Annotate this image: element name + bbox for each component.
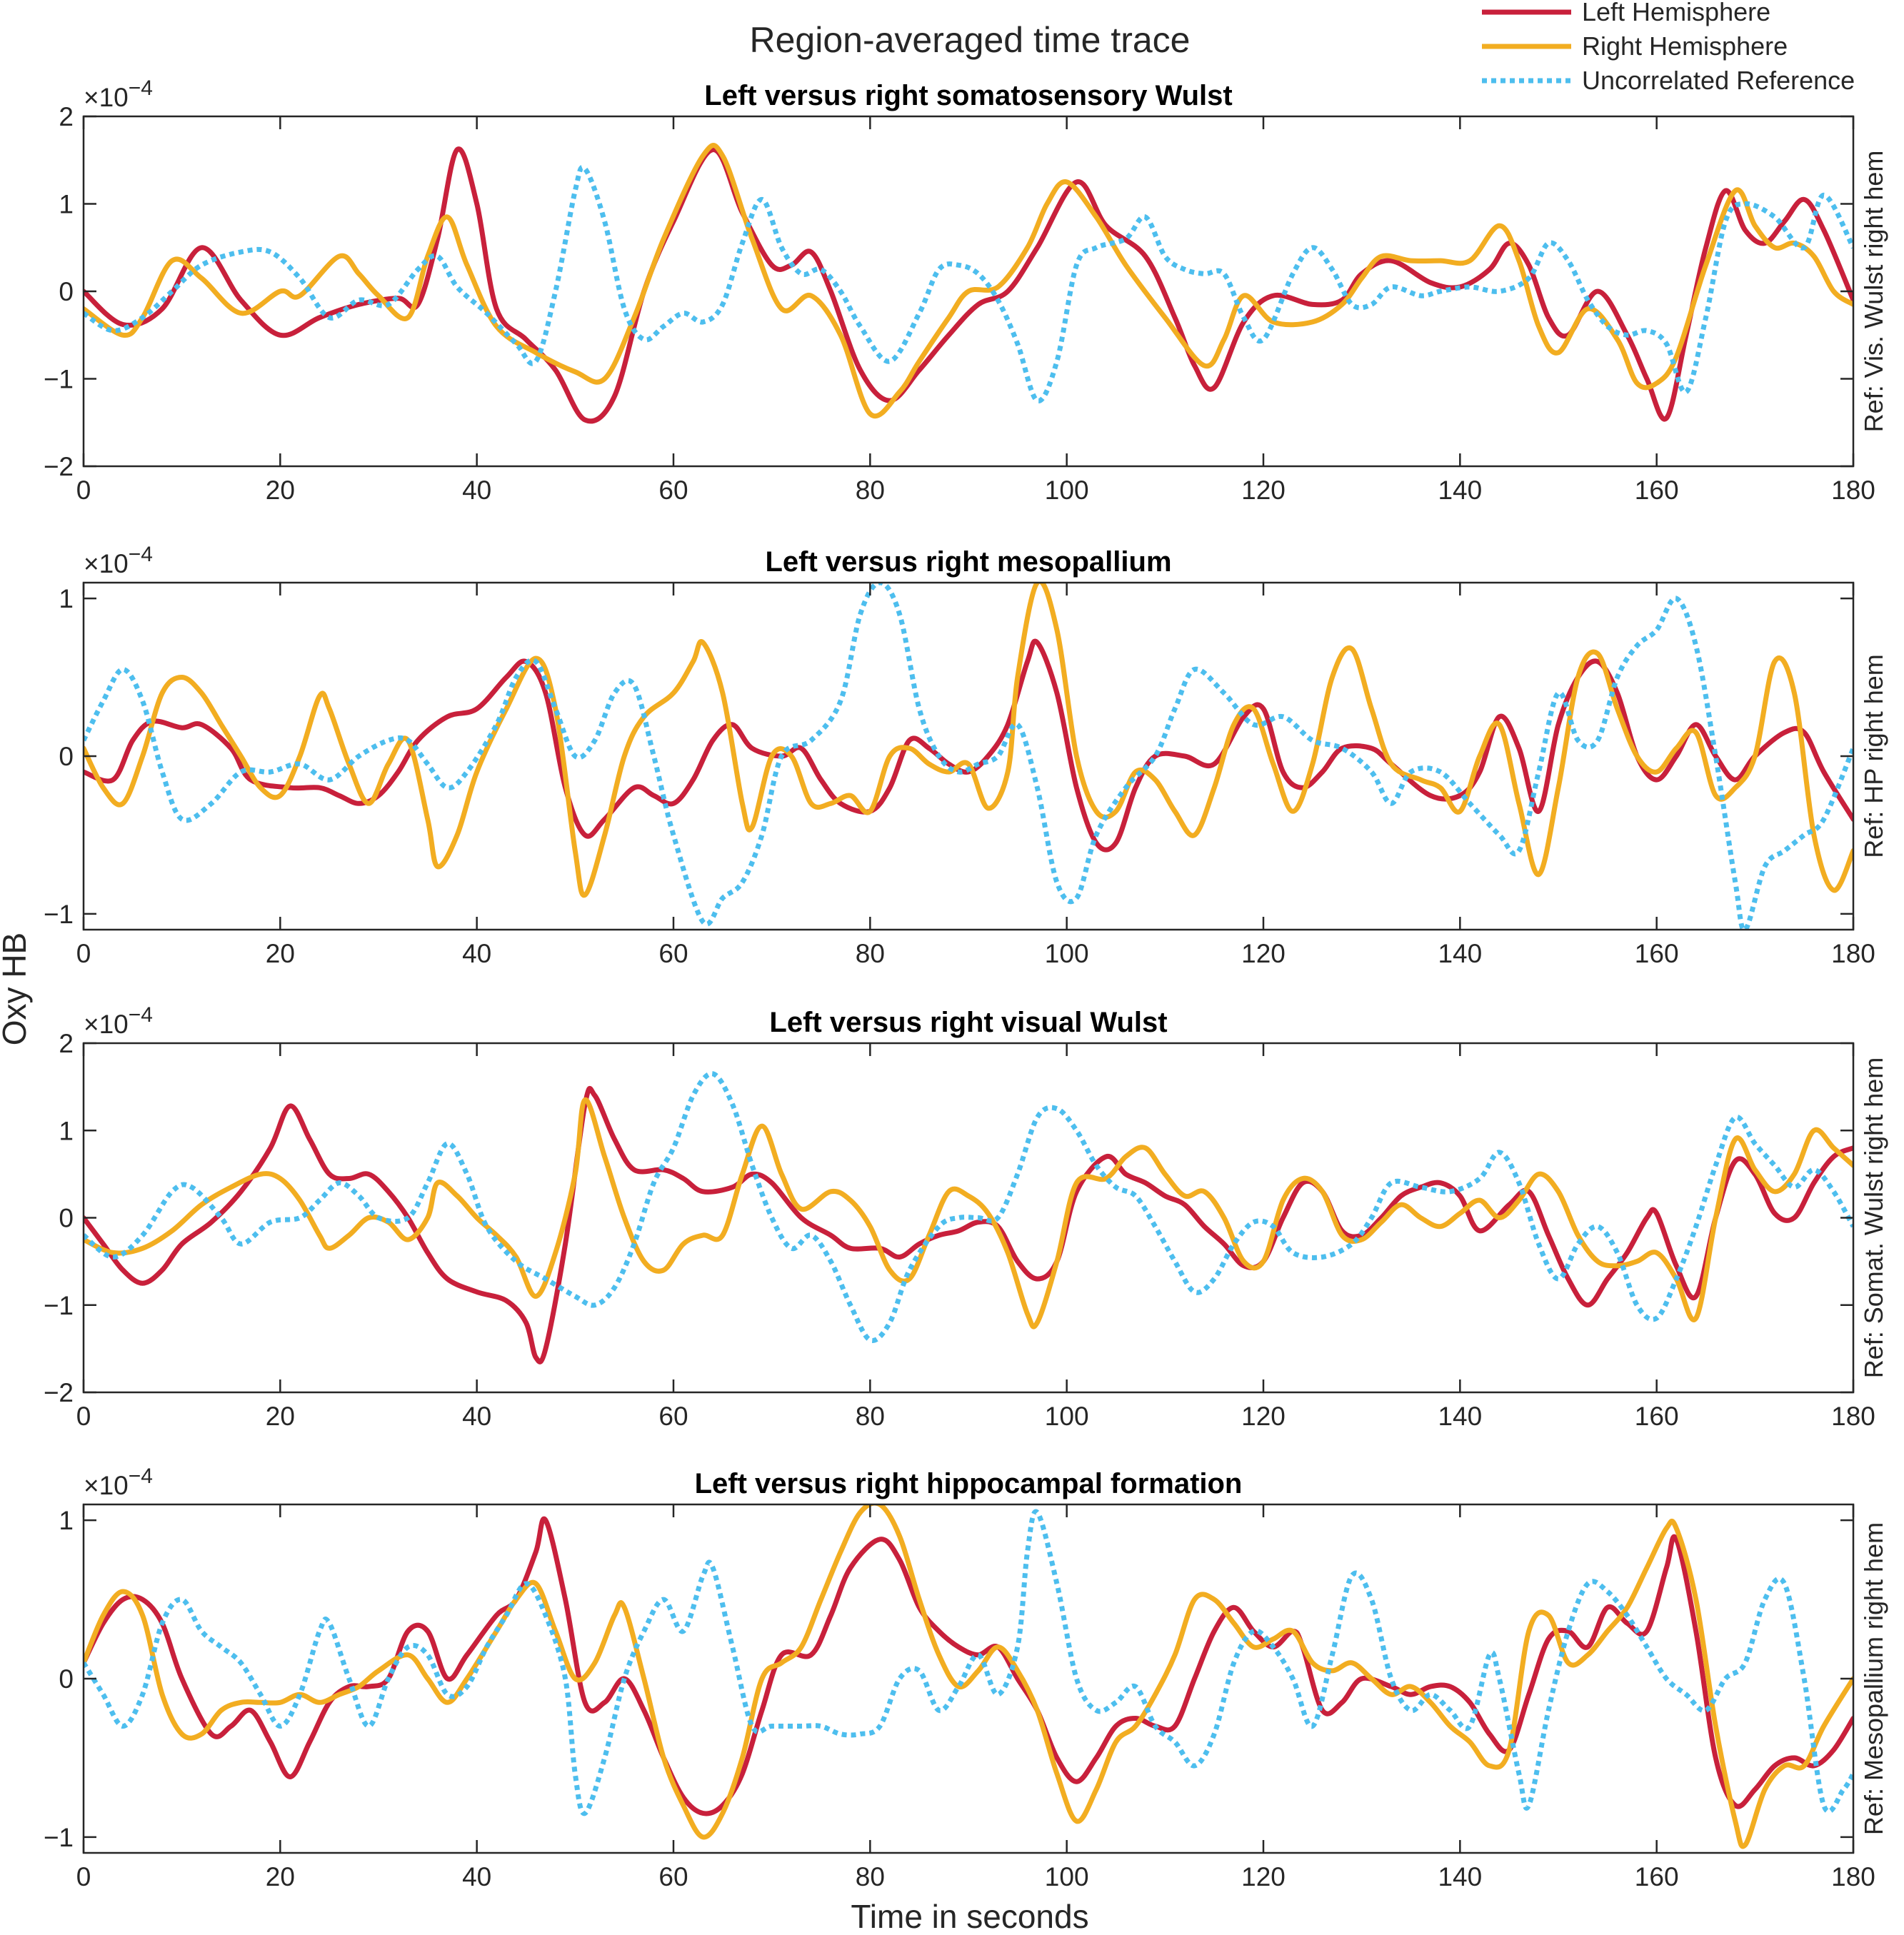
panel-2-scale-exponent: ×10−4 [84,543,153,578]
panel-3-series [84,1071,1853,1364]
panel-3-x-tick-label-180: 180 [1831,1402,1875,1431]
panel-3-x-tick-label-80: 80 [856,1402,885,1431]
panel-4-x-tick-label-60: 60 [658,1862,688,1891]
legend: Left Hemisphere Right Hemisphere Uncorrela… [1482,0,1855,95]
panel-4-x-tick-label-40: 40 [462,1862,491,1891]
legend-label-right-hemisphere: Right Hemisphere [1582,31,1788,61]
panel-1-line-left-hemisphere [84,146,1853,424]
panel-2-y-tick-label--1: −1 [44,900,74,929]
panel-3-line-uncorrelated-reference [84,1071,1853,1343]
panel-2-x-tick-label-20: 20 [266,939,295,968]
panel-3-y-tick-label-0: 0 [59,1204,74,1233]
x-axis-label: Time in seconds [851,1898,1088,1931]
panel-2-x-tick-label-160: 160 [1635,939,1679,968]
panel-4-x-tick-label-20: 20 [266,1862,295,1891]
panel-4-x-tick-label-180: 180 [1831,1862,1875,1891]
panel-3-line-right-hemisphere [84,1097,1853,1330]
panel-2-line-left-hemisphere [84,638,1853,853]
panel-3-scale-exponent: ×10−4 [84,1003,153,1039]
panel-3: 0 20 40 60 80 100 120 140 160 180 −2 −1 0 1 2 ×10−4 Left… [44,1003,1888,1431]
panel-1-y-tick-label--2: −2 [44,452,74,481]
panel-2-x-tick-label-120: 120 [1241,939,1286,968]
panel-2-x-tick-label-0: 0 [76,939,91,968]
panel-2-series [84,583,1853,930]
panel-2: 0 20 40 60 80 100 120 140 160 180−101×10−4 Left ve… [44,543,1888,968]
panel-2-line-right-hemisphere [84,583,1853,898]
panel-1-line-uncorrelated-reference [84,164,1853,403]
panel-1-x-tick-label-40: 40 [462,476,491,505]
panel-4-x-tick-label-80: 80 [856,1862,885,1891]
panel-2-x-tick-label-180: 180 [1831,939,1875,968]
panel-3-x-tick-label-40: 40 [462,1402,491,1431]
panel-1-title: Left versus right somatosensory Wulst [704,80,1232,111]
panel-2-y-tick-label-1: 1 [59,584,74,613]
panel-2-x-tick-label-60: 60 [658,939,688,968]
panel-2-x-tick-label-100: 100 [1045,939,1089,968]
legend-label-uncorrelated-reference: Uncorrelated Reference [1582,66,1855,95]
panel-4-x-tick-label-100: 100 [1045,1862,1089,1891]
panel-4-y-tick-label-1: 1 [59,1506,74,1535]
panel-1-x-tick-label-0: 0 [76,476,91,505]
panel-3-x-tick-label-100: 100 [1045,1402,1089,1431]
panel-1-y-tick-label-1: 1 [59,190,74,219]
panel-3-title: Left versus right visual Wulst [769,1007,1167,1038]
panel-1-x-tick-label-140: 140 [1438,476,1482,505]
legend-entry-right-hemisphere: Right Hemisphere [1482,31,1788,61]
panel-1-x-tick-label-20: 20 [266,476,295,505]
panel-1-x-tick-label-60: 60 [658,476,688,505]
panel-1: 0 20 40 60 80 100 120 140 160 180 −2 −1 0 1 2 ×10−4 Left… [44,76,1888,505]
panel-1-line-right-hemisphere [84,143,1853,418]
y-axis-label: Oxy HB [0,933,33,1045]
chart-title: Region-averaged time trace [750,20,1191,60]
panel-2-x-tick-label-80: 80 [856,939,885,968]
panel-2-y-tick-label-0: 0 [59,742,74,771]
panel-3-x-tick-label-120: 120 [1241,1402,1286,1431]
panel-3-x-tick-label-0: 0 [76,1402,91,1431]
panel-4-title: Left versus right hippocampal formation [695,1468,1243,1499]
panel-1-scale-exponent: ×10−4 [84,76,153,112]
panel-4-y-tick-label--1: −1 [44,1823,74,1852]
panel-1-x-tick-label-80: 80 [856,476,885,505]
legend-entry-left-hemisphere: Left Hemisphere [1482,0,1770,26]
panel-1-x-tick-label-160: 160 [1635,476,1679,505]
panel-4-scale-exponent: ×10−4 [84,1464,153,1500]
panel-4-series [84,1504,1853,1849]
panel-3-y-tick-label-1: 1 [59,1116,74,1145]
panel-4-x-tick-label-140: 140 [1438,1862,1482,1891]
legend-entry-uncorrelated-reference: Uncorrelated Reference [1482,66,1855,95]
panel-3-x-tick-label-140: 140 [1438,1402,1482,1431]
panel-3-reference-label: Ref: Somat. Wulst right hem [1859,1057,1888,1379]
panel-1-series [84,143,1853,424]
panel-2-line-uncorrelated-reference [84,583,1853,930]
panel-3-x-tick-label-60: 60 [658,1402,688,1431]
panel-4-x-tick-label-0: 0 [76,1862,91,1891]
panel-1-x-tick-label-180: 180 [1831,476,1875,505]
panel-4-line-uncorrelated-reference [84,1509,1853,1816]
panel-4-x-tick-label-120: 120 [1241,1862,1286,1891]
panel-3-y-tick-label--1: −1 [44,1291,74,1320]
panel-3-x-tick-label-20: 20 [266,1402,295,1431]
panel-3-y-tick-label-2: 2 [59,1029,74,1058]
panel-1-y-tick-label-2: 2 [59,102,74,131]
panel-3-y-tick-label--2: −2 [44,1378,74,1407]
panel-2-reference-label: Ref: HP right hem [1859,654,1888,858]
panel-4-y-tick-label-0: 0 [59,1664,74,1694]
panel-1-y-tick-label-0: 0 [59,277,74,306]
panel-2-x-tick-label-140: 140 [1438,939,1482,968]
panel-2-x-tick-label-40: 40 [462,939,491,968]
legend-label-left-hemisphere: Left Hemisphere [1582,0,1770,26]
panel-1-x-tick-label-100: 100 [1045,476,1089,505]
panel-4: 0 20 40 60 80 100 120 140 160 180−101×10−4 Left ve… [44,1464,1888,1891]
panel-1-x-tick-label-120: 120 [1241,476,1286,505]
panel-3-x-tick-label-160: 160 [1635,1402,1679,1431]
panel-1-reference-label: Ref: Vis. Wulst right hem [1859,151,1888,433]
panel-4-line-right-hemisphere [84,1504,1853,1849]
panel-1-y-tick-label--1: −1 [44,365,74,394]
panel-4-x-tick-label-160: 160 [1635,1862,1679,1891]
panel-2-title: Left versus right mesopallium [765,546,1171,578]
panel-4-reference-label: Ref: Mesopallium right hem [1859,1522,1888,1835]
